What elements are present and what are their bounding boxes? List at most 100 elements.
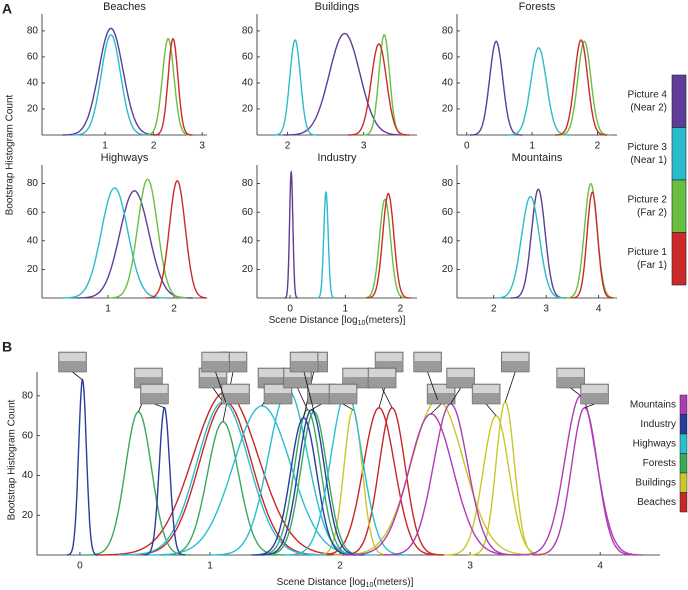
curve <box>348 43 410 136</box>
y-tick-label: 60 <box>27 207 39 218</box>
legend-swatch <box>671 232 687 286</box>
curve <box>383 403 519 556</box>
y-tick-label: 60 <box>22 430 34 441</box>
x-axis-label-part: Scene Distance [log <box>277 577 366 588</box>
x-axis-label-sub: 10 <box>366 582 374 589</box>
curve <box>143 406 186 556</box>
curve <box>118 401 327 556</box>
legend-label: (Far 1) <box>637 260 667 271</box>
legend-swatch <box>679 394 688 415</box>
thumbnail-sky <box>222 385 249 393</box>
x-tick-label: 3 <box>361 141 367 152</box>
x-tick-label: 0 <box>464 141 470 152</box>
curve <box>339 407 445 556</box>
x-tick-label: 0 <box>77 561 83 572</box>
curve <box>86 411 191 556</box>
curve <box>160 420 286 556</box>
y-tick-label: 40 <box>22 470 34 481</box>
curve <box>72 34 150 136</box>
y-tick-label: 40 <box>242 78 254 89</box>
legend-label: Forests <box>643 458 676 469</box>
x-tick-label: 2 <box>491 304 497 315</box>
thumbnail-sky <box>376 353 403 361</box>
thumbnail-connector <box>72 371 83 381</box>
x-tick-label: 4 <box>597 561 603 572</box>
curve <box>342 413 520 556</box>
curve <box>145 180 207 299</box>
curve <box>283 32 406 136</box>
thumbnail-connector <box>430 403 442 415</box>
curve <box>153 37 193 136</box>
thumbnail-connector <box>570 387 581 397</box>
y-tick-label: 80 <box>22 391 34 402</box>
thumbnail-sky <box>308 385 335 393</box>
thumbnail-connector <box>154 403 165 409</box>
thumbnail-sky <box>202 353 229 361</box>
thumbnail-connector <box>485 403 497 417</box>
panel-label: B <box>2 339 12 355</box>
y-tick-label: 20 <box>22 510 34 521</box>
y-tick-label: 20 <box>442 104 454 115</box>
curve <box>571 191 614 299</box>
y-tick-label: 80 <box>442 178 454 189</box>
y-tick-label: 80 <box>27 26 39 37</box>
y-tick-label: 60 <box>442 207 454 218</box>
y-axis-label: Bootstrap Histogram Count <box>7 399 18 520</box>
legend-swatch <box>679 453 688 474</box>
curve <box>507 46 570 136</box>
y-tick-label: 60 <box>242 207 254 218</box>
curve <box>273 39 317 136</box>
legend-label: Picture 3 <box>628 142 668 153</box>
thumbnail-sky <box>581 385 608 393</box>
curve <box>107 178 188 299</box>
legend-label: (Far 2) <box>637 208 667 219</box>
curve <box>362 33 406 136</box>
y-tick-label: 40 <box>27 78 39 89</box>
thumbnail-sky <box>284 369 311 377</box>
thumbnail-sky <box>259 369 286 377</box>
y-tick-label: 20 <box>442 264 454 275</box>
chart-title: Mountains <box>512 152 563 164</box>
curve <box>510 188 566 299</box>
curve <box>532 407 637 556</box>
x-tick-label: 2 <box>595 141 601 152</box>
curve <box>62 27 160 136</box>
legend-label: Industry <box>640 419 676 430</box>
curve <box>76 189 193 299</box>
x-tick-label: 1 <box>102 141 108 152</box>
x-tick-label: 0 <box>287 304 293 315</box>
thumbnail-sky <box>369 369 396 377</box>
legend-swatch <box>679 492 688 513</box>
y-tick-label: 80 <box>242 26 254 37</box>
x-tick-label: 2 <box>285 141 291 152</box>
x-axis-label: Scene Distance [log10(meters)] <box>269 315 406 327</box>
chart-title: Industry <box>317 152 357 164</box>
legend-label: Mountains <box>630 400 676 411</box>
thumbnail-sky <box>141 385 168 393</box>
curve <box>468 400 542 556</box>
x-tick-label: 2 <box>398 304 404 315</box>
legend-swatch <box>671 179 687 233</box>
chart-title: Highways <box>101 152 149 164</box>
thumbnail-sky <box>447 369 474 377</box>
chart-title: Forests <box>519 1 556 13</box>
chart-title: Buildings <box>315 1 360 13</box>
y-tick-label: 20 <box>27 104 39 115</box>
x-tick-label: 2 <box>151 141 157 152</box>
x-tick-label: 2 <box>337 561 343 572</box>
thumbnail-sky <box>473 385 500 393</box>
thumbnail-connector <box>450 387 461 405</box>
curve <box>565 182 617 299</box>
x-axis-label-part: (meters)] <box>365 315 405 326</box>
curve <box>251 417 356 556</box>
legend-swatch <box>671 127 687 181</box>
legend-swatch <box>679 433 688 454</box>
legend-swatch <box>679 472 688 493</box>
thumbnail-connector <box>303 371 315 412</box>
thumbnail-sky <box>219 353 246 361</box>
legend-label: Highways <box>633 439 676 450</box>
y-tick-label: 40 <box>442 78 454 89</box>
y-tick-label: 80 <box>442 26 454 37</box>
thumbnail-sky <box>557 369 584 377</box>
